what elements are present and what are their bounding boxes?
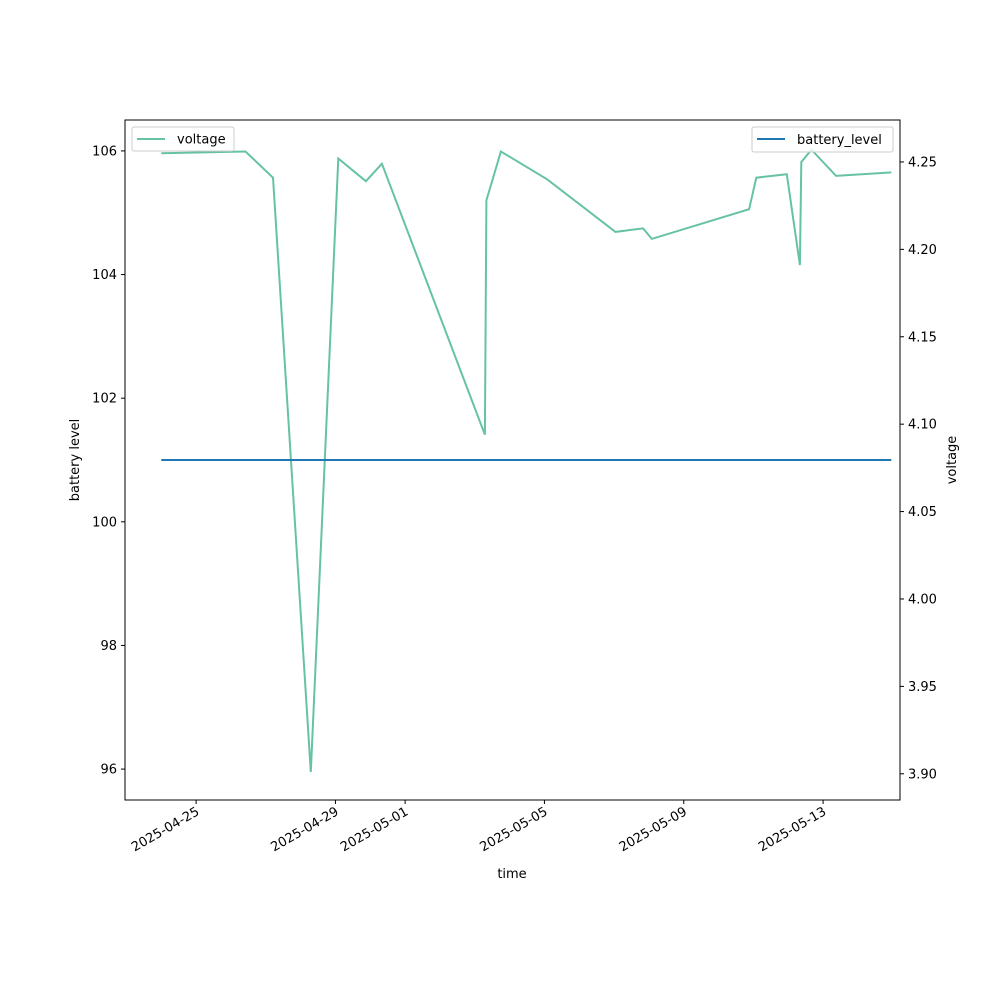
x-axis-label: time [497, 867, 526, 882]
y-right-tick-label: 4.20 [908, 243, 937, 258]
x-tick-label: 2025-05-09 [617, 804, 690, 855]
legend-battery-level: battery_level [751, 126, 894, 153]
legend-battery-level-box [751, 126, 894, 153]
y-axis-right: 3.90 3.95 4.00 4.05 4.10 4.15 4.20 4.25 [900, 155, 937, 782]
y-left-tick-label: 98 [100, 639, 117, 654]
legend-battery-level-label: battery_level [797, 133, 882, 148]
x-tick-label: 2025-05-01 [338, 804, 411, 855]
y-left-tick-label: 104 [92, 268, 117, 283]
y-right-tick-label: 3.90 [908, 767, 937, 782]
plot-frame [124, 119, 901, 801]
y-axis-right-label: voltage [945, 436, 960, 485]
y-right-tick-label: 4.10 [908, 418, 937, 433]
y-axis-left-label: battery level [68, 419, 83, 502]
y-left-tick-label: 100 [92, 515, 117, 530]
y-left-tick-label: 96 [100, 763, 117, 778]
series-line-voltage [161, 148, 892, 773]
legend-voltage-box [131, 126, 235, 152]
y-right-tick-label: 4.15 [908, 330, 937, 345]
y-right-tick-label: 4.05 [908, 505, 937, 520]
x-tick-label: 2025-05-13 [756, 804, 829, 855]
lines-layer [161, 148, 892, 773]
y-right-tick-label: 4.25 [908, 155, 937, 170]
y-axis-left: 96 98 100 102 104 106 [92, 144, 125, 778]
y-left-tick-label: 102 [92, 392, 117, 407]
legend-voltage-label: voltage [177, 133, 226, 148]
legend-voltage: voltage [131, 126, 235, 152]
x-tick-label: 2025-04-29 [269, 804, 342, 855]
y-left-tick-label: 106 [92, 144, 117, 159]
y-right-tick-label: 4.00 [908, 592, 937, 607]
y-right-tick-label: 3.95 [908, 680, 937, 695]
x-tick-label: 2025-04-25 [129, 804, 202, 855]
x-tick-label: 2025-05-05 [477, 804, 550, 855]
